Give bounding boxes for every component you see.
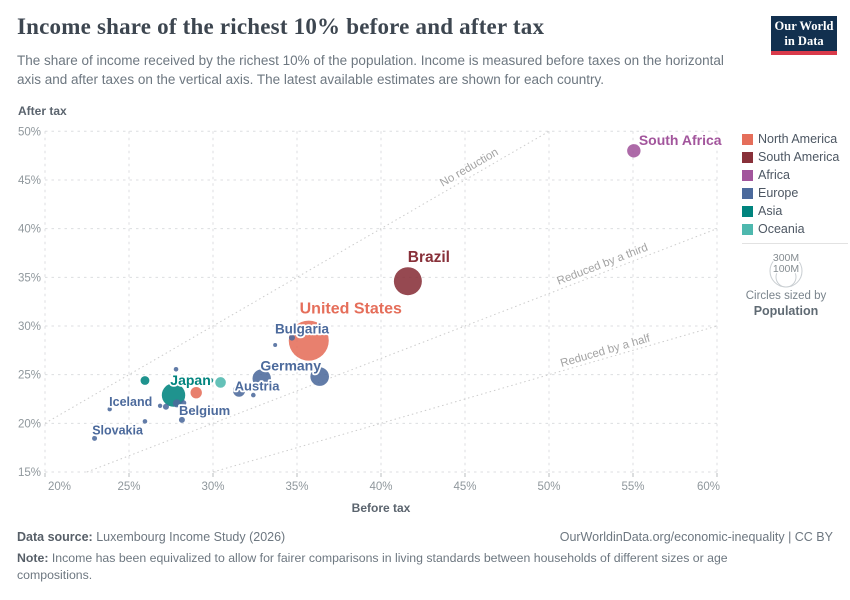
country-label-bulgaria: Bulgaria: [275, 322, 330, 337]
chart-subtitle: The share of income received by the rich…: [17, 53, 724, 87]
size-legend-caption-bold: Population: [753, 304, 819, 318]
y-axis-title: After tax: [18, 104, 67, 118]
data-point-unlabeled[interactable]: [273, 342, 278, 347]
reference-line-label-no-reduction: No reduction: [438, 146, 500, 189]
x-tick-label-40: 40%: [369, 481, 392, 493]
data-point-united-states[interactable]: [288, 320, 329, 361]
data-point-brazil[interactable]: [393, 267, 422, 296]
data-point-bulgaria[interactable]: [288, 334, 295, 341]
legend-divider: [742, 243, 848, 244]
continent-legend: North America South America Africa Europe As…: [742, 130, 848, 238]
data-point-unlabeled[interactable]: [162, 403, 169, 410]
legend-label-south-america: South America: [758, 150, 840, 164]
data-point-germany[interactable]: [310, 367, 329, 386]
y-tick-label-20: 20%: [18, 418, 41, 430]
y-tick-label-50: 50%: [18, 126, 41, 138]
country-label-japan: Japan: [170, 372, 210, 388]
country-label-belgium: Belgium: [179, 403, 230, 418]
x-axis-title: Before tax: [352, 501, 411, 515]
data-point-unlabeled[interactable]: [178, 416, 185, 423]
data-point-austria[interactable]: [233, 384, 246, 397]
y-tick-label-40: 40%: [18, 224, 41, 236]
legend-item-asia[interactable]: Asia: [742, 202, 848, 220]
owid-logo-line2: in Data: [784, 34, 824, 48]
legend-swatch-north-america: [742, 133, 753, 145]
legend-label-europe: Europe: [758, 186, 799, 200]
legend-swatch-europe: [742, 187, 753, 199]
legend-label-north-america: North America: [758, 132, 838, 146]
y-tick-label-35: 35%: [18, 272, 41, 284]
reference-line-label-reduced-by-a-half: Reduced by a half: [559, 332, 652, 370]
y-tick-label-15: 15%: [18, 467, 41, 479]
legend-item-africa[interactable]: Africa: [742, 166, 848, 184]
page-title: Income share of the richest 10% before a…: [17, 14, 545, 39]
x-tick-label-30: 30%: [201, 481, 224, 493]
size-legend-caption: Circles sized by Population: [736, 289, 836, 318]
legend-item-oceania[interactable]: Oceania: [742, 220, 848, 238]
data-point-unlabeled[interactable]: [173, 367, 179, 372]
country-label-austria: Austria: [235, 379, 281, 394]
attribution: OurWorldinData.org/economic-inequality |…: [559, 530, 833, 544]
y-tick-label-30: 30%: [18, 321, 41, 333]
x-tick-label-35: 35%: [285, 481, 308, 493]
data-point-unlabeled[interactable]: [142, 419, 148, 424]
y-tick-label-25: 25%: [18, 370, 41, 382]
legend-label-africa: Africa: [758, 168, 790, 182]
x-tick-label-45: 45%: [453, 481, 476, 493]
data-point-belgium[interactable]: [180, 400, 187, 406]
x-tick-label-25: 25%: [117, 481, 140, 493]
data-source-label: Data source:: [17, 530, 93, 544]
data-point-unlabeled[interactable]: [190, 386, 202, 399]
reference-line-reduced-by-a-third: [86, 228, 718, 473]
legend-item-europe[interactable]: Europe: [742, 184, 848, 202]
legend-swatch-oceania: [742, 223, 753, 235]
legend-swatch-south-america: [742, 151, 753, 163]
data-point-iceland[interactable]: [107, 407, 112, 412]
data-source: Data source: Luxembourg Income Study (20…: [17, 530, 285, 544]
x-tick-label-20: 20%: [48, 481, 71, 493]
data-source-value: Luxembourg Income Study (2026): [96, 530, 286, 544]
legend-label-oceania: Oceania: [758, 222, 805, 236]
x-tick-label-60: 60%: [697, 481, 720, 493]
legend-swatch-asia: [742, 205, 753, 217]
legend-swatch-africa: [742, 169, 753, 181]
footnote: Note: Income has been equivalized to all…: [17, 550, 799, 583]
reference-line-reduced-by-a-half: [212, 325, 718, 473]
data-point-unlabeled[interactable]: [172, 399, 181, 408]
data-point-south-africa[interactable]: [627, 144, 641, 158]
country-label-brazil: Brazil: [408, 249, 450, 266]
size-legend-outer-label: 300M: [773, 252, 799, 264]
owid-logo-line1: Our World: [774, 19, 834, 33]
owid-logo[interactable]: Our World in Data: [771, 16, 837, 55]
country-label-iceland: Iceland: [109, 395, 152, 409]
country-label-united-states: United States: [300, 301, 402, 318]
country-label-south-africa: South Africa: [639, 132, 722, 148]
country-label-germany: Germany: [260, 358, 321, 374]
footnote-text: Income has been equivalized to allow for…: [17, 551, 728, 582]
data-point-unlabeled[interactable]: [157, 403, 163, 409]
y-tick-label-45: 45%: [18, 175, 41, 187]
size-legend-caption-text: Circles sized by: [745, 290, 827, 302]
reference-line-label-reduced-by-a-third: Reduced by a third: [555, 242, 649, 288]
data-point-unlabeled[interactable]: [252, 369, 271, 388]
data-point-unlabeled[interactable]: [140, 376, 150, 385]
data-point-unlabeled[interactable]: [215, 377, 226, 388]
legend-item-north-america[interactable]: North America: [742, 130, 848, 148]
x-tick-label-55: 55%: [621, 481, 644, 493]
data-point-slovakia[interactable]: [92, 435, 98, 441]
x-tick-label-50: 50%: [537, 481, 560, 493]
country-label-slovakia: Slovakia: [92, 423, 144, 437]
footnote-label: Note:: [17, 551, 49, 565]
size-legend-inner-label: 100M: [773, 263, 799, 275]
legend-item-south-america[interactable]: South America: [742, 148, 848, 166]
data-point-unlabeled[interactable]: [207, 377, 214, 384]
size-legend-inner-circle: [775, 266, 797, 288]
legend-label-asia: Asia: [758, 204, 783, 218]
data-point-unlabeled[interactable]: [251, 392, 256, 398]
